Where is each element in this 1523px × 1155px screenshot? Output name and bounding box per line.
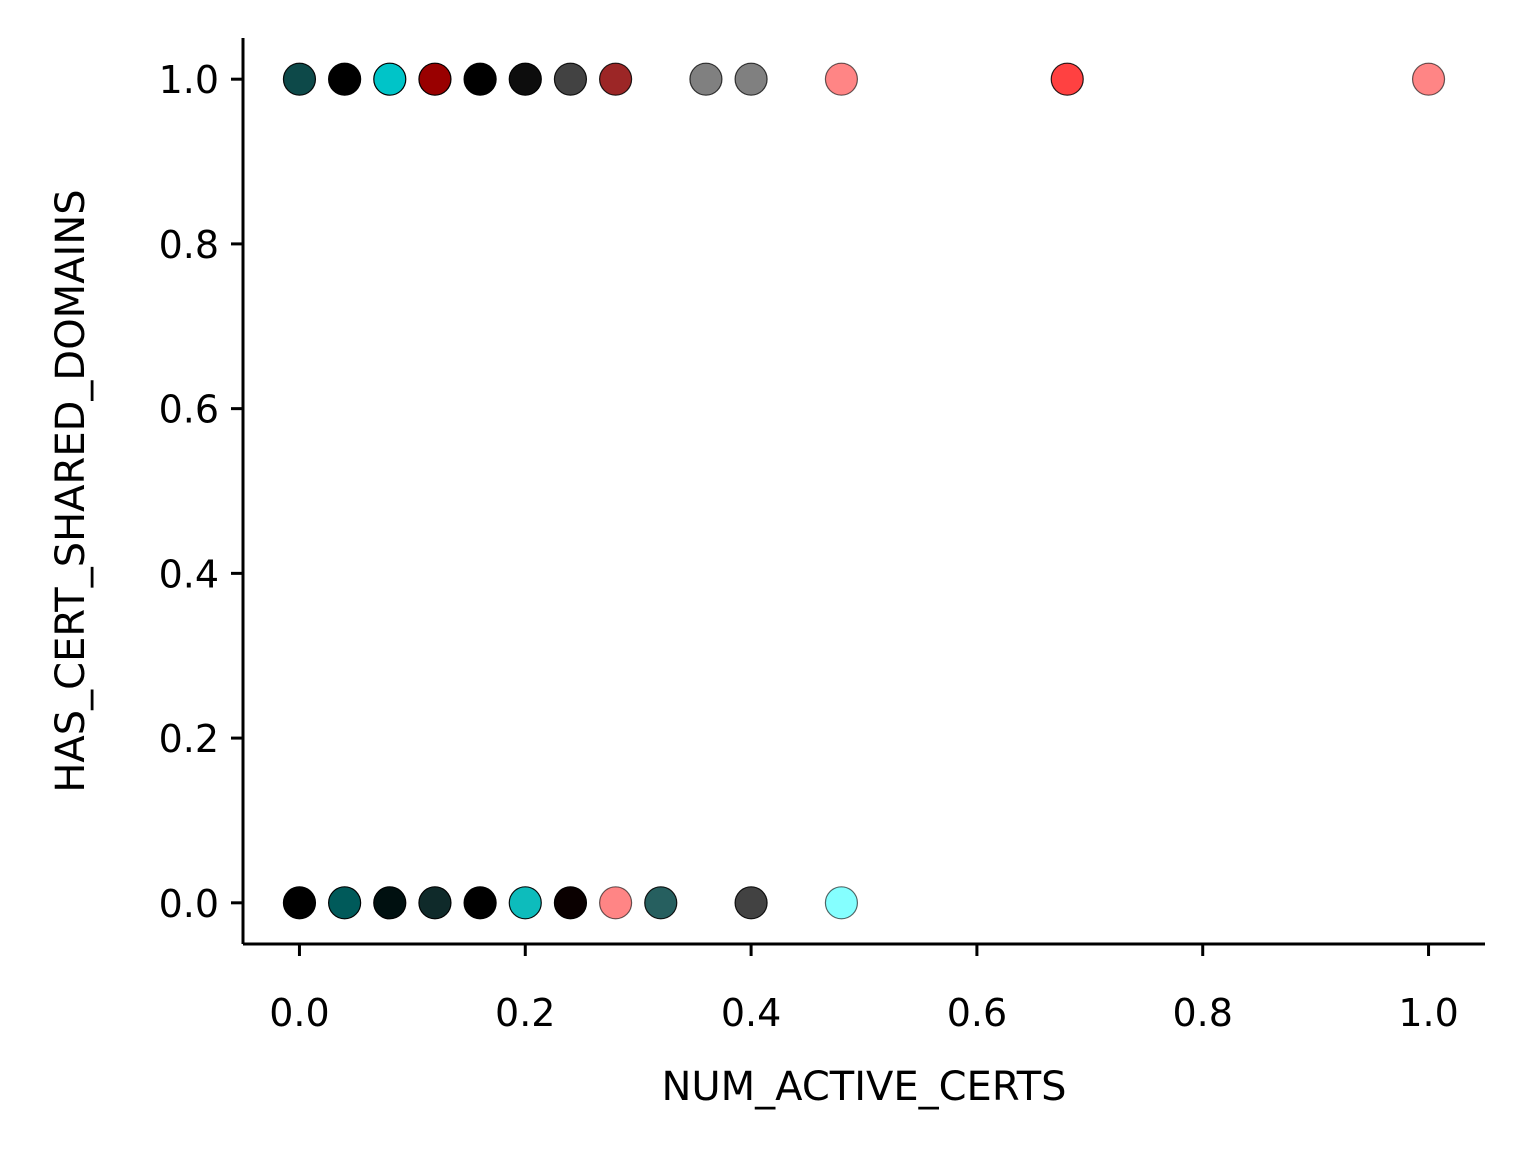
data-point: [644, 886, 678, 920]
data-point: [328, 62, 362, 96]
y-tick-label: 0.4: [159, 552, 219, 596]
data-point: [328, 886, 362, 920]
axes: [241, 38, 1485, 946]
x-tick-label: 0.4: [721, 991, 781, 1035]
x-tick-label: 1.0: [1398, 991, 1458, 1035]
data-point: [598, 62, 633, 96]
data-point: [463, 62, 497, 96]
data-point: [373, 62, 407, 96]
y-tick-label: 0.6: [159, 388, 219, 432]
data-point: [1411, 62, 1446, 96]
x-ticks: 0.0 0.2 0.4 0.6 0.8 1.0: [269, 944, 1459, 1035]
y-axis-label: HAS_CERT_SHARED_DOMAINS: [48, 189, 94, 792]
data-point: [373, 886, 407, 920]
data-point: [508, 62, 542, 96]
data-point: [282, 886, 317, 920]
x-tick-label: 0.8: [1173, 991, 1233, 1035]
data-point: [418, 886, 452, 920]
data-point: [734, 62, 768, 96]
data-point: [463, 886, 497, 920]
x-tick-label: 0.2: [495, 991, 555, 1035]
data-point: [1050, 62, 1084, 96]
data-point: [689, 62, 723, 96]
y-tick-label: 0.2: [159, 717, 219, 761]
data-point: [824, 62, 859, 96]
y-tick-label: 1.0: [159, 58, 219, 102]
x-axis-label: NUM_ACTIVE_CERTS: [661, 1064, 1066, 1110]
data-point: [824, 886, 859, 920]
data-point: [734, 886, 768, 920]
data-point: [553, 886, 588, 920]
data-points: [282, 62, 1446, 920]
y-tick-label: 0.8: [159, 223, 219, 267]
data-point: [508, 886, 542, 920]
x-tick-label: 0.6: [947, 991, 1007, 1035]
data-point: [282, 62, 317, 96]
y-ticks: 0.0 0.2 0.4 0.6 0.8 1.0: [159, 58, 243, 926]
data-point: [598, 886, 633, 920]
y-tick-label: 0.0: [159, 882, 219, 926]
x-tick-label: 0.0: [269, 991, 329, 1035]
data-point: [553, 62, 588, 96]
data-point: [418, 62, 452, 96]
